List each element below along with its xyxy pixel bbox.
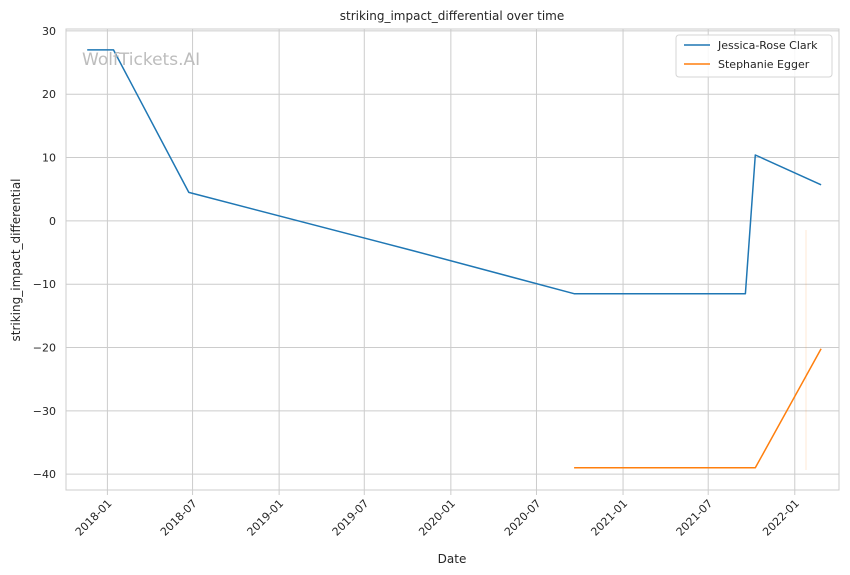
x-tick-label: 2022-01 [760, 497, 802, 539]
x-tick-label: 2021-01 [588, 497, 630, 539]
series-line-jessica-rose-clark [87, 49, 822, 295]
legend-label-jessica-rose-clark: Jessica-Rose Clark [717, 39, 818, 52]
plot-area [65, 28, 840, 491]
legend: Jessica-Rose Clark Stephanie Egger [675, 34, 833, 78]
y-tick-label: 20 [42, 88, 56, 101]
x-axis-label: Date [438, 552, 467, 566]
legend-box [675, 34, 833, 78]
y-tick-label: 10 [42, 152, 56, 165]
y-tick-label: 30 [42, 25, 56, 38]
y-tick-label: −40 [33, 468, 56, 481]
y-axis-label: striking_impact_differential [9, 178, 23, 341]
watermark: WolfTickets.AI [82, 50, 200, 70]
chart-title: striking_impact_differential over time [340, 9, 565, 23]
grid [66, 29, 839, 495]
y-tick-label: −10 [33, 278, 56, 291]
x-tick-label: 2018-07 [158, 497, 200, 539]
x-tick-label: 2018-01 [73, 497, 115, 539]
legend-label-stephanie-egger: Stephanie Egger [718, 58, 810, 71]
x-tick-label: 2019-01 [245, 497, 287, 539]
series-line-stephanie-egger [574, 348, 822, 469]
y-tick-labels: 30 20 10 0 −10 −20 −30 −40 [33, 25, 56, 481]
x-tick-label: 2019-07 [330, 497, 372, 539]
x-tick-labels: 2018-01 2018-07 2019-01 2019-07 2020-01 2020-… [73, 497, 802, 539]
y-tick-label: −30 [33, 405, 56, 418]
series-group [87, 49, 822, 469]
y-tick-label: 0 [49, 215, 56, 228]
x-tick-label: 2020-01 [416, 497, 458, 539]
x-tick-label: 2020-07 [502, 497, 544, 539]
y-tick-label: −20 [33, 342, 56, 355]
x-tick-label: 2021-07 [674, 497, 716, 539]
